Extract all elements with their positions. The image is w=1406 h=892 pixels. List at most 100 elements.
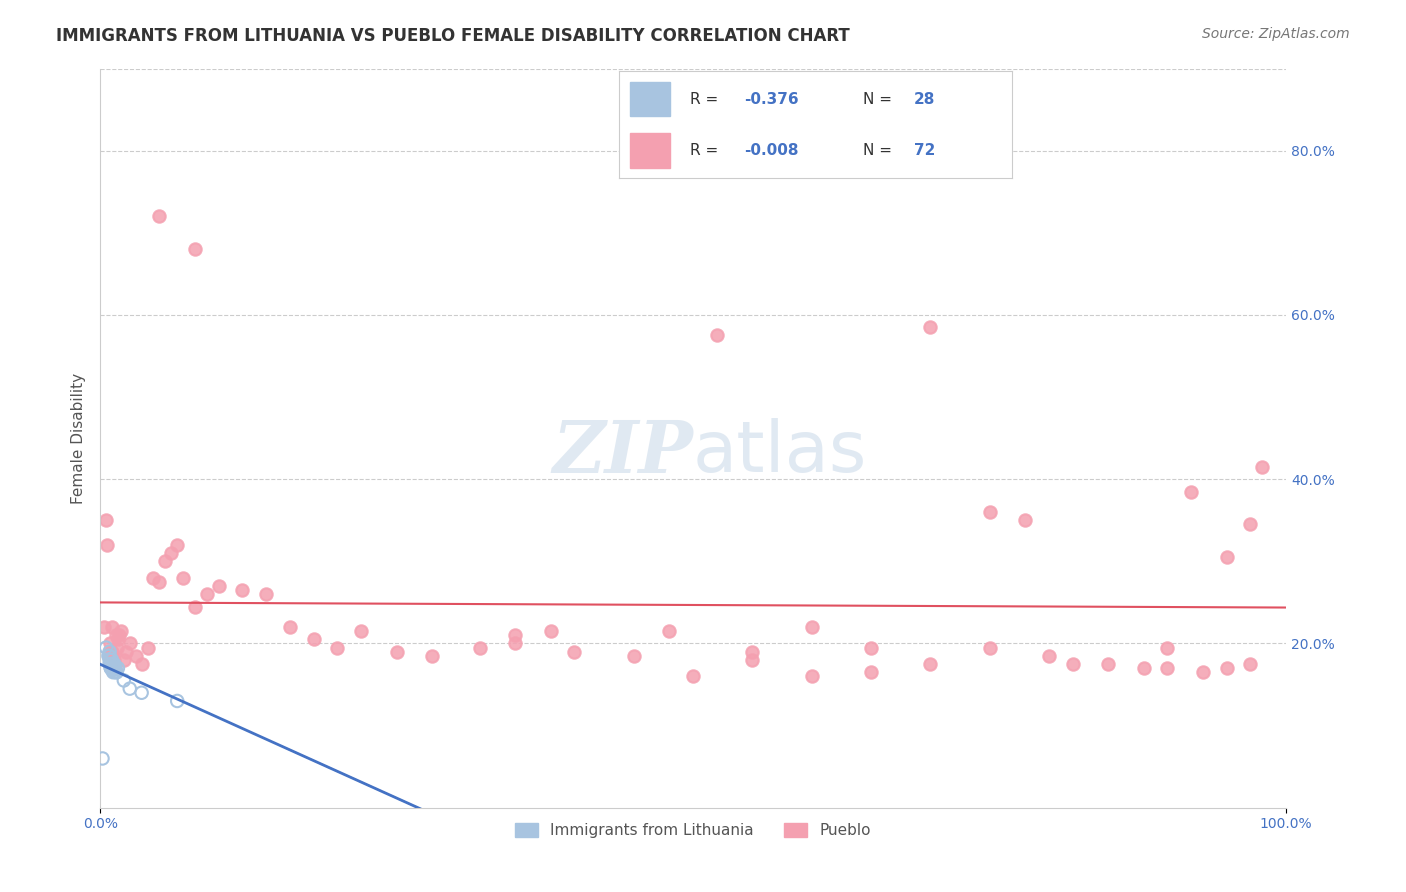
Point	[105, 665, 128, 680]
Point	[540, 624, 562, 639]
Point	[1251, 459, 1274, 474]
Point	[136, 640, 159, 655]
Point	[920, 657, 942, 671]
Point	[1192, 665, 1215, 680]
Point	[1239, 517, 1261, 532]
Point	[100, 661, 122, 675]
Point	[658, 624, 681, 639]
Point	[184, 242, 207, 256]
Point	[172, 571, 194, 585]
Point	[979, 505, 1001, 519]
Point	[155, 554, 177, 568]
Point	[103, 657, 125, 671]
Point	[107, 661, 129, 675]
Point	[278, 620, 301, 634]
Text: 28: 28	[914, 92, 935, 107]
Point	[254, 587, 277, 601]
Point	[160, 546, 183, 560]
Point	[100, 661, 122, 675]
Point	[98, 645, 121, 659]
Point	[420, 648, 443, 663]
Point	[1239, 657, 1261, 671]
Point	[166, 694, 188, 708]
Point	[94, 513, 117, 527]
Point	[1180, 484, 1202, 499]
Point	[503, 636, 526, 650]
Bar	[630, 134, 669, 168]
Point	[131, 657, 153, 671]
Point	[1097, 657, 1119, 671]
Point	[112, 653, 135, 667]
Point	[94, 640, 117, 655]
Point	[103, 663, 125, 677]
Text: -0.008: -0.008	[745, 143, 799, 158]
Point	[118, 681, 141, 696]
Point	[101, 659, 124, 673]
Point	[166, 538, 188, 552]
Point	[468, 640, 491, 655]
Y-axis label: Female Disability: Female Disability	[72, 373, 86, 504]
Point	[118, 636, 141, 650]
Point	[100, 657, 122, 671]
Point	[101, 657, 124, 671]
Bar	[630, 82, 669, 116]
Point	[103, 653, 125, 667]
Point	[101, 657, 124, 671]
Point	[96, 538, 118, 552]
Point	[800, 669, 823, 683]
Point	[104, 665, 127, 680]
Point	[920, 320, 942, 334]
Text: Source: ZipAtlas.com: Source: ZipAtlas.com	[1202, 27, 1350, 41]
Point	[104, 628, 127, 642]
Point	[741, 645, 763, 659]
Point	[195, 587, 218, 601]
Point	[101, 645, 124, 659]
Point	[142, 571, 165, 585]
Text: atlas: atlas	[693, 418, 868, 487]
Point	[231, 583, 253, 598]
Text: R =: R =	[689, 92, 723, 107]
Point	[91, 751, 114, 765]
Point	[1038, 648, 1060, 663]
Point	[1215, 550, 1237, 565]
Point	[101, 661, 124, 675]
Point	[110, 624, 132, 639]
Point	[1014, 513, 1036, 527]
Point	[112, 673, 135, 688]
Point	[208, 579, 231, 593]
Point	[623, 648, 645, 663]
Point	[97, 648, 120, 663]
Point	[101, 665, 124, 680]
Point	[800, 620, 823, 634]
Point	[741, 653, 763, 667]
Text: ZIP: ZIP	[553, 417, 693, 489]
Text: IMMIGRANTS FROM LITHUANIA VS PUEBLO FEMALE DISABILITY CORRELATION CHART: IMMIGRANTS FROM LITHUANIA VS PUEBLO FEMA…	[56, 27, 851, 45]
Point	[302, 632, 325, 647]
Point	[979, 640, 1001, 655]
Point	[108, 628, 131, 642]
Point	[105, 640, 128, 655]
Point	[1156, 661, 1178, 675]
Point	[148, 210, 170, 224]
Point	[101, 653, 124, 667]
Point	[104, 661, 127, 675]
Point	[859, 665, 882, 680]
Text: R =: R =	[689, 143, 723, 158]
Point	[93, 620, 115, 634]
Point	[103, 661, 125, 675]
Point	[326, 640, 349, 655]
Point	[564, 645, 586, 659]
Point	[98, 636, 121, 650]
Point	[1062, 657, 1084, 671]
Point	[98, 645, 121, 659]
Point	[706, 328, 728, 343]
Point	[1215, 661, 1237, 675]
Point	[125, 648, 148, 663]
Text: -0.376: -0.376	[745, 92, 799, 107]
Point	[101, 620, 124, 634]
Point	[115, 645, 138, 659]
Text: N =: N =	[863, 92, 897, 107]
Point	[131, 686, 153, 700]
Point	[503, 628, 526, 642]
Point	[98, 657, 121, 671]
